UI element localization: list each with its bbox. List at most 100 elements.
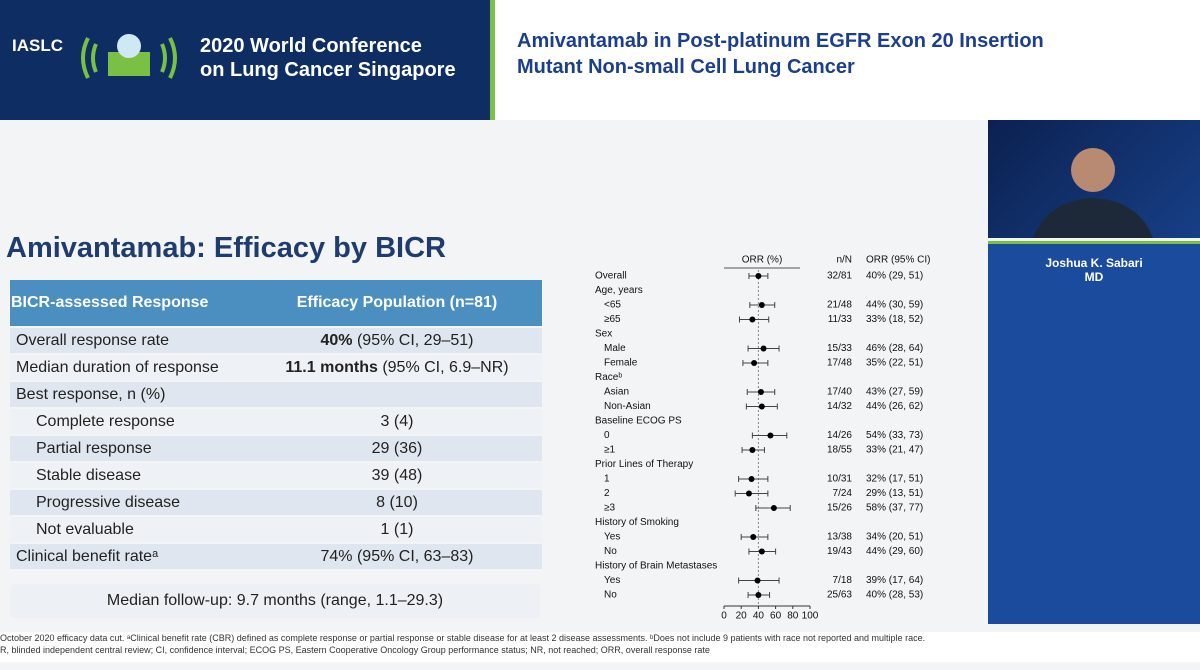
- row-label: Partial response: [10, 436, 252, 461]
- row-label: Raceᵇ: [595, 372, 622, 383]
- orr-label: 40% (29, 51): [866, 271, 923, 282]
- row-label: Male: [604, 343, 626, 354]
- point-estimate: [750, 534, 757, 540]
- n-over-n: 11/33: [828, 314, 853, 325]
- row-value: 74% (95% CI, 63–83): [252, 544, 542, 569]
- x-axis-title: ORR (%): [742, 255, 783, 266]
- orr-label: 44% (26, 62): [866, 401, 923, 412]
- row-label: Female: [604, 358, 638, 369]
- row-label: Asian: [604, 387, 629, 398]
- row-label: Progressive disease: [10, 490, 252, 515]
- table-row: Clinical benefit rateᵃ 74% (95% CI, 63–83…: [10, 544, 542, 569]
- row-value: 29 (36): [252, 436, 542, 461]
- value-text: 29 (36): [371, 439, 423, 457]
- row-label: Stable disease: [10, 463, 252, 488]
- orr-label: 54% (33, 73): [866, 430, 923, 441]
- row-label: Complete response: [10, 409, 252, 434]
- n-over-n: 14/26: [827, 430, 852, 441]
- footnote: October 2020 efficacy data cut. ᵃClinica…: [0, 633, 926, 643]
- x-tick-label: 40: [753, 611, 765, 620]
- conference-banner: IASLC 2020 World Conference on Lung Cance…: [0, 0, 490, 120]
- point-estimate: [770, 505, 777, 511]
- n-over-n: 15/33: [827, 343, 852, 354]
- point-estimate: [745, 490, 752, 497]
- value-text: 39 (48): [371, 466, 423, 484]
- slide-title: Amivantamab: Efficacy by BICR: [6, 232, 446, 264]
- point-estimate: [760, 345, 767, 352]
- point-estimate: [755, 273, 762, 279]
- point-estimate: [758, 548, 765, 555]
- orr-label: 46% (28, 64): [866, 343, 923, 354]
- n-over-n: 10/31: [827, 474, 852, 485]
- n-over-n: 7/18: [833, 575, 853, 586]
- follow-up-note: Median follow-up: 9.7 months (range, 1.1…: [10, 584, 540, 618]
- orr-label: 34% (20, 51): [866, 532, 923, 543]
- session-title: Amivantamab in Post-platinum EGFR Exon 2…: [517, 30, 1044, 78]
- row-label: ≥3: [604, 503, 615, 514]
- value-text: (95% CI, 6.9–NR): [377, 358, 509, 376]
- n-over-n: 15/26: [827, 503, 852, 514]
- efficacy-table: BICR-assessed Response Efficacy Populatio…: [10, 278, 542, 571]
- footnotes: October 2020 efficacy data cut. ᵃClinica…: [0, 632, 1200, 662]
- speaker-name: Joshua K. Sabari: [1045, 256, 1143, 270]
- orr-label: 33% (21, 47): [866, 445, 923, 456]
- logo-mark: [81, 34, 177, 79]
- n-over-n: 14/32: [827, 401, 852, 412]
- footnote: R, blinded independent central review; C…: [0, 645, 710, 655]
- x-tick-label: 80: [787, 611, 799, 620]
- orr-label: 40% (28, 53): [866, 590, 923, 601]
- table-row: Stable disease 39 (48): [10, 463, 542, 488]
- forest-plot: ORR (%) n/N ORR (95% CI)0 20 40 60 80 100Overal…: [595, 255, 930, 620]
- row-label: 2: [604, 488, 610, 499]
- row-label: Yes: [604, 575, 620, 586]
- table-row: Median duration of response 11.1 months (…: [10, 355, 542, 380]
- column-header: BICR-assessed Response: [10, 280, 252, 326]
- row-label: Median duration of response: [10, 355, 252, 380]
- row-value: 40% (95% CI, 29–51): [252, 328, 542, 353]
- row-label: <65: [604, 300, 621, 311]
- point-estimate: [755, 592, 762, 598]
- point-estimate: [758, 403, 765, 410]
- value-text: 8 (10): [376, 493, 418, 511]
- row-label: Overall response rate: [10, 328, 252, 353]
- column-header: ORR (95% CI): [866, 255, 930, 266]
- speaker-video: [988, 120, 1200, 238]
- title-banner: Amivantamab in Post-platinum EGFR Exon 2…: [490, 0, 1200, 120]
- value-text: (95% CI, 29–51): [352, 331, 474, 349]
- column-header: Efficacy Population (n=81): [252, 280, 542, 326]
- table-row: Partial response 29 (36): [10, 436, 542, 461]
- org-logo: IASLC: [12, 36, 63, 55]
- row-label: Overall: [595, 271, 627, 282]
- orr-label: 58% (37, 77): [866, 503, 923, 514]
- row-label: History of Brain Metastases: [595, 561, 717, 572]
- row-label: Baseline ECOG PS: [595, 416, 682, 427]
- point-estimate: [751, 360, 758, 366]
- n-over-n: 25/63: [827, 590, 852, 601]
- table-row: Best response, n (%): [10, 382, 542, 407]
- point-estimate: [767, 432, 774, 439]
- n-over-n: 19/43: [827, 546, 852, 557]
- table-row: Progressive disease 8 (10): [10, 490, 542, 515]
- row-label: Clinical benefit rateᵃ: [10, 544, 252, 569]
- row-value: [252, 382, 542, 407]
- orr-label: 44% (30, 59): [866, 300, 923, 311]
- row-value: 3 (4): [252, 409, 542, 434]
- row-label: Age, years: [595, 285, 643, 296]
- row-label: 0: [604, 430, 610, 441]
- n-over-n: 17/48: [827, 358, 852, 369]
- value-text: 74% (95% CI, 63–83): [320, 547, 474, 565]
- row-label: Best response, n (%): [10, 382, 252, 407]
- row-label: No: [604, 546, 617, 557]
- row-label: No: [604, 590, 617, 601]
- x-tick-label: 0: [721, 611, 727, 620]
- row-value: 8 (10): [252, 490, 542, 515]
- row-value: 11.1 months (95% CI, 6.9–NR): [252, 355, 542, 380]
- column-header: n/N: [836, 255, 852, 266]
- row-label: ≥1: [604, 445, 615, 456]
- orr-label: 44% (29, 60): [866, 546, 923, 557]
- x-tick-label: 100: [802, 611, 819, 620]
- point-estimate: [754, 577, 761, 584]
- row-value: 1 (1): [252, 517, 542, 542]
- speaker-credential: MD: [1084, 270, 1104, 284]
